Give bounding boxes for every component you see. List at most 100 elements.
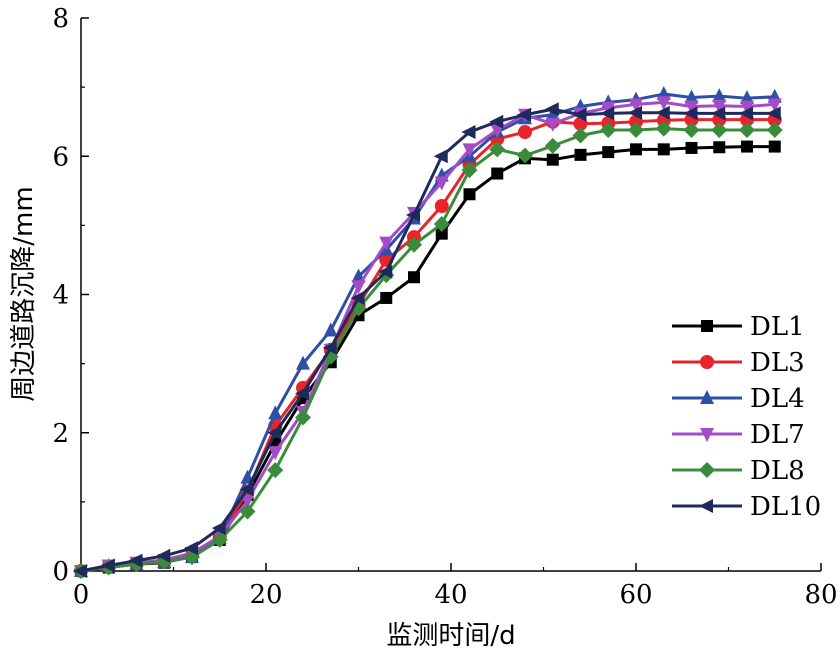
data-point-dl7: [462, 143, 477, 158]
data-point-dl10: [433, 149, 448, 164]
data-point-dl7: [712, 99, 727, 114]
data-point-dl4: [296, 355, 310, 370]
data-point-dl3: [434, 199, 449, 214]
legend-marker-dl8: [699, 462, 715, 478]
data-point-dl8: [739, 121, 755, 138]
data-point-dl4: [684, 89, 699, 104]
data-point-dl10: [184, 541, 198, 556]
data-point-dl7: [545, 117, 560, 132]
series-dl1: [75, 140, 781, 577]
x-axis-title: 监测时间/d: [386, 621, 515, 651]
legend-label-dl4: DL4: [750, 384, 805, 414]
legend-label-dl7: DL7: [750, 420, 805, 450]
legend-marker-dl10: [699, 499, 713, 513]
legend-marker-dl4: [700, 390, 714, 404]
data-point-dl8: [211, 531, 228, 548]
series-line-dl7: [80, 100, 775, 573]
legend-item-dl10: DL10: [672, 492, 821, 522]
data-point-dl3: [518, 125, 532, 140]
x-tick-label: 60: [619, 580, 652, 610]
data-point-dl7: [268, 446, 283, 461]
data-point-dl7: [490, 123, 505, 138]
series-line-dl4: [80, 92, 775, 573]
data-point-dl1: [713, 141, 726, 154]
data-point-dl7: [629, 98, 643, 113]
data-point-dl7: [684, 100, 699, 115]
data-point-dl7: [379, 236, 394, 251]
data-point-dl7: [240, 494, 255, 509]
data-point-dl1: [685, 141, 698, 154]
y-tick-label: 2: [52, 419, 69, 449]
data-point-dl8: [267, 462, 284, 479]
data-point-dl1: [574, 148, 587, 161]
data-point-dl10: [739, 106, 753, 121]
axis-ticks: 0 20 40 60 80 0 2 4 6 8: [52, 4, 837, 610]
legend-label-dl3: DL3: [750, 348, 805, 378]
data-point-dl8: [295, 409, 311, 426]
y-tick-label: 6: [52, 142, 69, 172]
x-tick-label: 40: [434, 580, 467, 610]
data-point-dl10: [239, 482, 254, 497]
data-point-dl7: [656, 96, 671, 111]
data-point-dl7: [767, 98, 782, 113]
data-point-dl10: [517, 107, 531, 122]
data-point-dl4: [545, 106, 560, 121]
x-tick-label: 0: [73, 580, 90, 610]
data-point-dl8: [239, 503, 256, 520]
y-tick-label: 0: [52, 557, 69, 587]
data-point-dl10: [295, 386, 309, 401]
data-point-dl10: [628, 105, 642, 120]
legend-item-dl3: DL3: [672, 348, 805, 378]
data-point-dl1: [657, 143, 670, 156]
data-point-dl8: [711, 121, 728, 138]
data-point-dl8: [517, 147, 533, 164]
data-point-dl7: [740, 100, 754, 115]
data-point-dl1: [463, 188, 476, 201]
data-point-dl10: [711, 106, 726, 121]
legend-label-dl8: DL8: [750, 456, 805, 486]
legend-label-dl10: DL10: [750, 492, 821, 522]
data-point-dl10: [461, 125, 476, 140]
y-axis-title: 周边道路沉降/mm: [9, 186, 39, 401]
data-point-dl4: [268, 405, 283, 420]
data-point-dl8: [600, 121, 617, 138]
data-point-dl10: [406, 208, 420, 223]
data-point-dl10: [156, 548, 171, 563]
data-point-dl10: [73, 564, 87, 578]
data-point-dl1: [630, 143, 642, 156]
data-point-dl1: [602, 146, 615, 159]
data-point-dl1: [491, 167, 504, 180]
legend-item-dl7: DL7: [672, 420, 805, 450]
data-point-dl4: [323, 322, 338, 337]
data-point-dl1: [768, 140, 781, 153]
data-point-dl1: [546, 153, 559, 166]
data-point-dl10: [322, 340, 337, 355]
legend-label-dl1: DL1: [750, 312, 805, 342]
data-point-dl8: [572, 127, 589, 144]
legend-item-dl1: DL1: [672, 312, 805, 342]
data-point-dl7: [434, 176, 449, 191]
data-point-dl10: [683, 106, 698, 121]
data-point-dl1: [435, 227, 448, 240]
data-point-dl8: [433, 215, 450, 232]
x-tick-label: 20: [249, 580, 282, 610]
data-point-dl1: [408, 271, 420, 284]
x-tick-label: 80: [804, 580, 837, 610]
data-point-dl8: [544, 137, 561, 154]
legend-item-dl4: DL4: [672, 384, 805, 414]
data-point-dl10: [766, 106, 781, 121]
data-point-dl10: [350, 290, 365, 305]
data-point-dl7: [351, 280, 366, 295]
data-point-dl1: [380, 291, 393, 304]
data-point-dl10: [211, 521, 226, 536]
legend-marker-dl1: [701, 320, 713, 332]
data-point-dl10: [378, 264, 393, 279]
data-point-dl10: [655, 105, 670, 120]
series-line-dl10: [80, 107, 775, 573]
data-point-dl8: [489, 141, 506, 158]
series-layer: [73, 86, 783, 579]
legend-item-dl8: DL8: [672, 456, 805, 486]
plot-frame: [80, 18, 821, 572]
series-dl10: [73, 102, 781, 578]
